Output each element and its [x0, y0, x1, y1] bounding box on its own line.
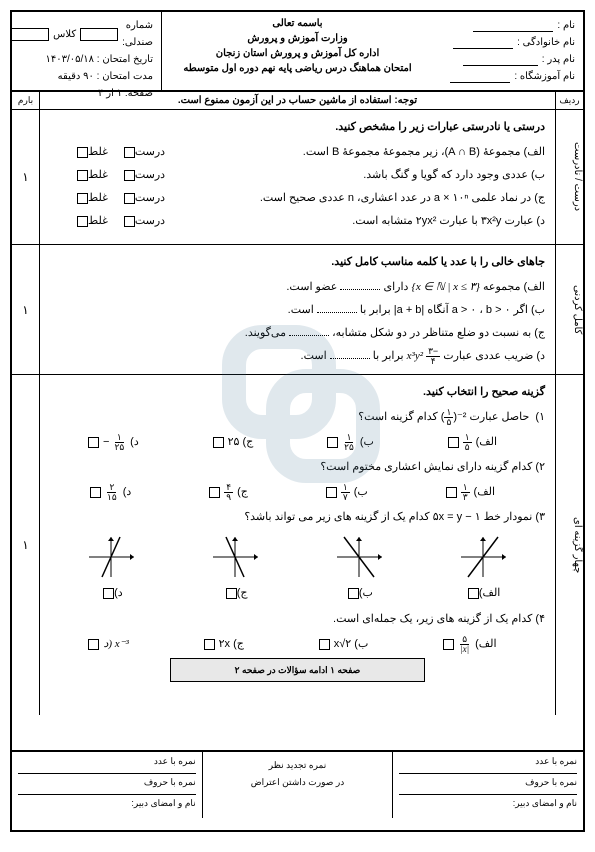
- q3-4-a-checkbox[interactable]: [443, 639, 454, 650]
- col-head-score: بارم: [12, 92, 40, 109]
- blank-2d[interactable]: [330, 349, 370, 359]
- footer: نمره با عدد نمره با حروف نام و امضای دبی…: [12, 750, 583, 818]
- section3-score: ۱: [12, 375, 40, 715]
- class-box[interactable]: [11, 28, 49, 41]
- label-name: نام :: [557, 17, 575, 34]
- label-duration: مدت امتحان : ۹۰ دقیقه: [20, 68, 153, 85]
- q3-1-d-checkbox[interactable]: [88, 437, 99, 448]
- q3-3-c-checkbox[interactable]: [226, 588, 237, 599]
- seat-box[interactable]: [80, 28, 118, 41]
- section1-title: درستی یا نادرستی عبارات زیر را مشخص کنید…: [50, 116, 545, 138]
- q3-2-c-checkbox[interactable]: [209, 487, 220, 498]
- col-head-row: ردیف: [555, 92, 583, 109]
- q3-4-b-checkbox[interactable]: [319, 639, 330, 650]
- title-line4: امتحان هماهنگ درس ریاضی پایه نهم دوره او…: [166, 61, 429, 76]
- graph-b: [332, 532, 387, 582]
- blank-2c[interactable]: [289, 326, 329, 336]
- label-class: کلاس: [53, 26, 76, 43]
- q3-1-c-checkbox[interactable]: [213, 437, 224, 448]
- title-line2: وزارت آموزش و پرورش: [166, 31, 429, 46]
- section2-title: جاهای خالی را با عدد یا کلمه مناسب کامل …: [50, 251, 545, 273]
- graph-c: [208, 532, 263, 582]
- section2-label: کامل کردنی: [555, 245, 583, 374]
- q1d-false-checkbox[interactable]: [77, 216, 88, 227]
- header-student-info: نام : نام خانوادگی : نام پدر : نام آموزش…: [433, 12, 583, 90]
- section2-score: ۱: [12, 245, 40, 374]
- q1c-text: ج) در نماد علمی a × ۱۰ⁿ در عدد اعشاری، n…: [260, 192, 545, 204]
- q3-2: ۲) کدام گزینه دارای نمایش اعشاری مختوم ا…: [50, 456, 545, 478]
- section1-label: درست / نادرست: [555, 110, 583, 244]
- q1b-true-checkbox[interactable]: [124, 170, 135, 181]
- q3-4: ۴) کدام یک از گزینه های زیر، یک جمله‌ای …: [50, 608, 545, 630]
- q1d-true-checkbox[interactable]: [124, 216, 135, 227]
- q3-4-c-checkbox[interactable]: [204, 639, 215, 650]
- label-school: نام آموزشگاه :: [514, 68, 575, 85]
- q1c-false-checkbox[interactable]: [77, 193, 88, 204]
- header-exam-info: شماره صندلی: کلاس تاریخ امتحان : ۱۴۰۳/۰۵…: [12, 12, 162, 90]
- q3-1-b-checkbox[interactable]: [327, 437, 338, 448]
- section3-content: گزینه صحیح را انتخاب کنید. ۱) حاصل عبارت…: [40, 375, 555, 715]
- label-lastname: نام خانوادگی :: [517, 34, 575, 51]
- graph-a: [456, 532, 511, 582]
- title-line3: اداره کل آموزش و پرورش استان زنجان: [166, 46, 429, 61]
- blank-2b[interactable]: [317, 303, 357, 313]
- section2-content: جاهای خالی را با عدد یا کلمه مناسب کامل …: [40, 245, 555, 374]
- q3-2-a-checkbox[interactable]: [446, 487, 457, 498]
- title-line1: باسمه تعالی: [166, 16, 429, 31]
- q3-2-d-checkbox[interactable]: [90, 487, 101, 498]
- header-title: باسمه تعالی وزارت آموزش و پرورش اداره کل…: [162, 12, 433, 90]
- section3-label: چهار گزینه ای: [555, 375, 583, 715]
- notice-text: توجه: استفاده از ماشین حساب در این آزمون…: [40, 92, 555, 109]
- section1-content: درستی یا نادرستی عبارات زیر را مشخص کنید…: [40, 110, 555, 244]
- q1a-false-checkbox[interactable]: [77, 147, 88, 158]
- q3-4-d-checkbox[interactable]: [88, 639, 99, 650]
- q1b-text: ب) عددی وجود دارد که گویا و گنگ باشد.: [363, 169, 545, 181]
- q3-3-a-checkbox[interactable]: [468, 588, 479, 599]
- label-seat: شماره صندلی:: [122, 17, 153, 51]
- q3-3: ۳) نمودار خط ۱ − ۵x = y کدام یک از گزینه…: [50, 506, 545, 528]
- q3-3-b-checkbox[interactable]: [348, 588, 359, 599]
- q1a-text: الف) مجموعهٔ (A ∩ B)، زیر مجموعهٔ مجموعه…: [303, 146, 545, 158]
- blank-2a[interactable]: [340, 280, 380, 290]
- q3-3-d-checkbox[interactable]: [103, 588, 114, 599]
- q3-2-b-checkbox[interactable]: [326, 487, 337, 498]
- label-father: نام پدر :: [542, 51, 575, 68]
- q3-1-a-checkbox[interactable]: [448, 437, 459, 448]
- q1b-false-checkbox[interactable]: [77, 170, 88, 181]
- label-date: تاریخ امتحان : ۱۴۰۳/۰۵/۱۸: [20, 51, 153, 68]
- section1-score: ۱: [12, 110, 40, 244]
- q1a-true-checkbox[interactable]: [124, 147, 135, 158]
- q1d-text: د) عبارت ۳x²y با عبارت ۲yx² متشابه است.: [352, 215, 545, 227]
- section3-title: گزینه صحیح را انتخاب کنید.: [50, 381, 545, 403]
- graph-d: [84, 532, 139, 582]
- q1c-true-checkbox[interactable]: [124, 193, 135, 204]
- continue-box: صفحه ۱ ادامه سؤالات در صفحه ۲: [170, 658, 425, 682]
